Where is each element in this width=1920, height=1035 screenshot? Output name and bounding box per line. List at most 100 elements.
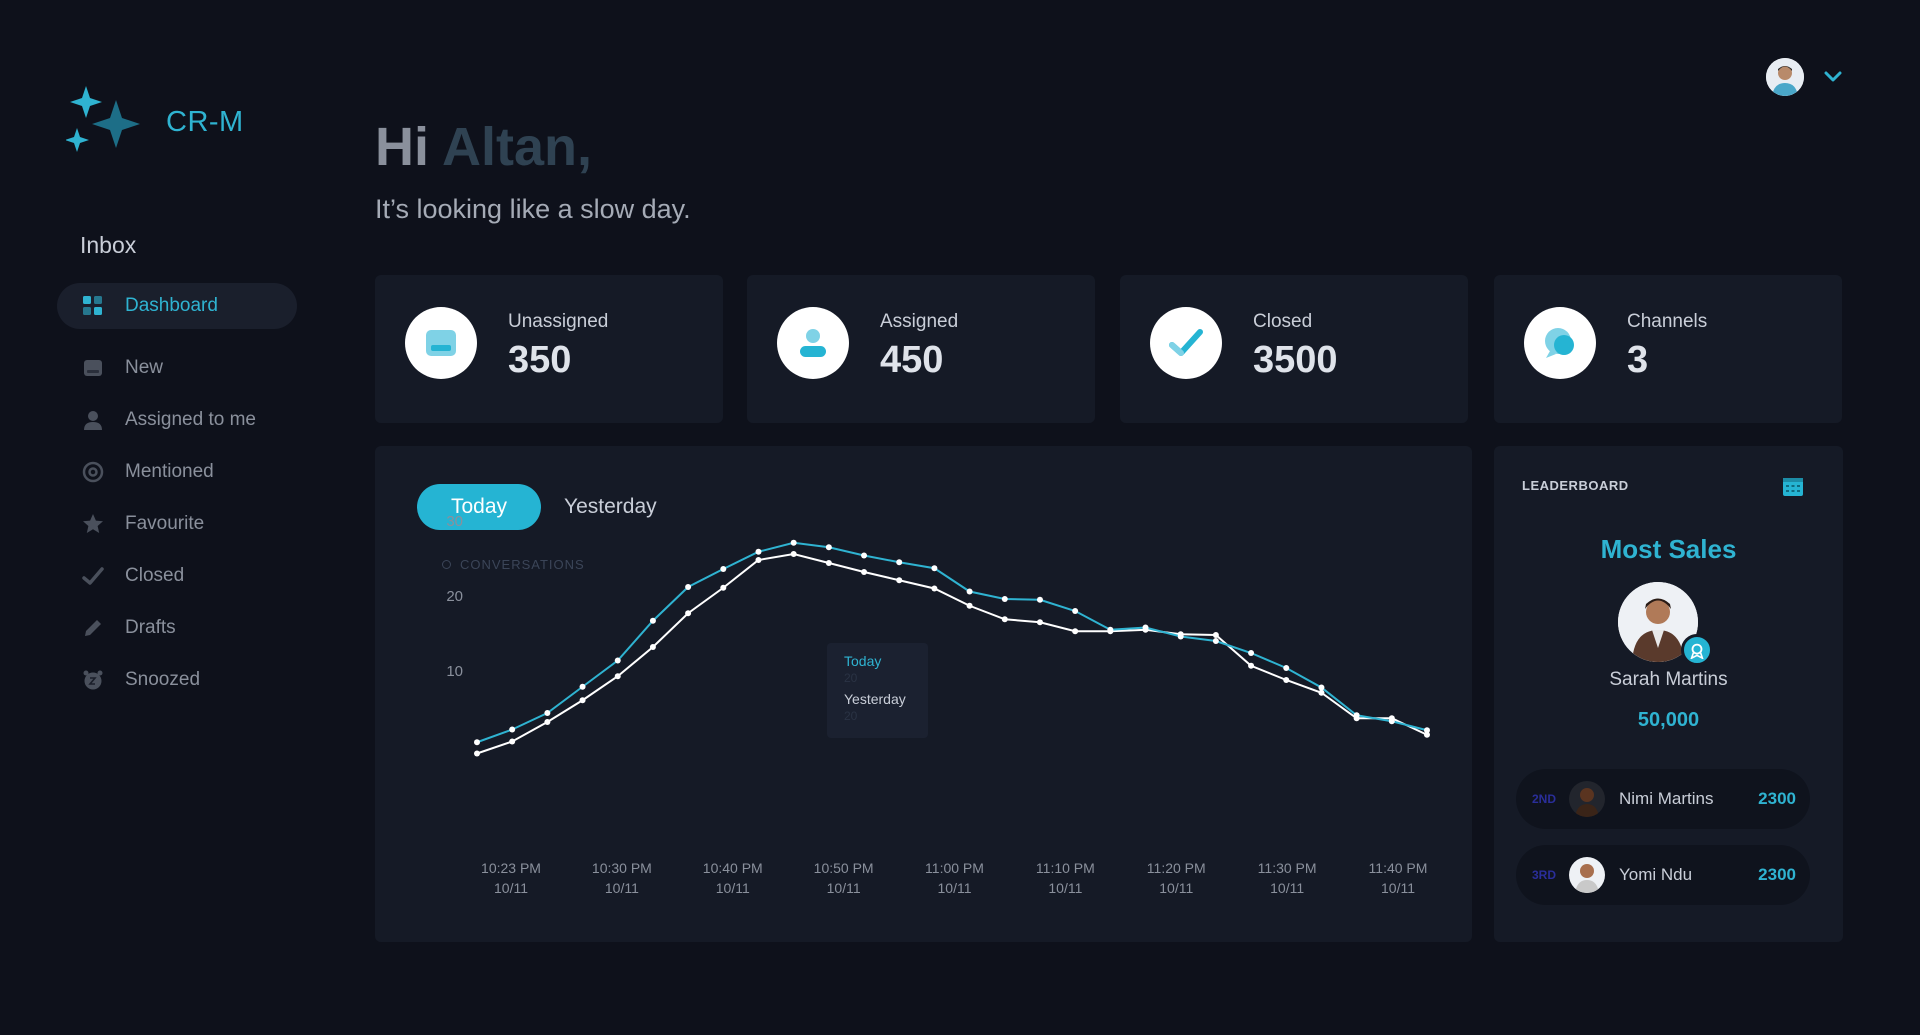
data-point-today[interactable]	[861, 552, 868, 559]
data-point-yesterday[interactable]	[1318, 689, 1325, 696]
conversations-line-chart[interactable]: 10 20 30 10:23 PM 10/11 10:30 PM 10/11 10:40 P…	[375, 446, 1472, 942]
data-point-today[interactable]	[1107, 626, 1114, 633]
sidebar-item-dashboard[interactable]: Dashboard	[57, 283, 297, 329]
sidebar-item-mentioned[interactable]: Mentioned	[57, 449, 297, 495]
sidebar-item-closed[interactable]: Closed	[57, 553, 297, 599]
data-point-yesterday[interactable]	[931, 585, 938, 592]
stat-value: 3	[1627, 339, 1649, 381]
stat-card-unassigned[interactable]: Unassigned 350	[375, 275, 723, 423]
data-point-today[interactable]	[931, 565, 938, 572]
greeting-user-name: Altan,	[442, 117, 593, 177]
sidebar-item-assigned-to-me[interactable]: Assigned to me	[57, 397, 297, 443]
sidebar-item-drafts[interactable]: Drafts	[57, 605, 297, 651]
x-tick-label: 10/11	[1270, 880, 1304, 896]
data-point-yesterday[interactable]	[966, 602, 973, 609]
stat-card-assigned[interactable]: Assigned 450	[747, 275, 1095, 423]
sidebar-item-favourite[interactable]: Favourite	[57, 501, 297, 547]
sidebar-item-label: Favourite	[125, 513, 205, 534]
data-point-today[interactable]	[474, 739, 480, 746]
calendar-icon[interactable]	[1782, 475, 1804, 497]
profile-menu[interactable]	[1766, 58, 1842, 96]
data-point-yesterday[interactable]	[861, 569, 868, 575]
data-point-yesterday[interactable]	[544, 719, 551, 725]
data-point-today[interactable]	[720, 566, 727, 572]
leaderboard-title: LEADERBOARD	[1522, 478, 1629, 493]
stat-label: Closed	[1253, 311, 1313, 332]
data-point-today[interactable]	[685, 584, 692, 590]
data-point-today[interactable]	[966, 588, 973, 595]
stat-card-channels[interactable]: Channels 3	[1494, 275, 1842, 423]
stat-card-closed[interactable]: Closed 3500	[1120, 275, 1468, 423]
data-point-yesterday[interactable]	[825, 560, 832, 566]
sidebar-item-label: Mentioned	[125, 461, 214, 482]
data-point-yesterday[interactable]	[1212, 632, 1219, 638]
user-icon	[777, 307, 849, 379]
brand-logo[interactable]: CR-M	[66, 86, 244, 158]
data-point-today[interactable]	[1424, 727, 1430, 734]
data-point-today[interactable]	[1036, 596, 1043, 603]
leaderboard-row[interactable]: 3RD Yomi Ndu 2300	[1516, 845, 1810, 905]
data-point-today[interactable]	[544, 710, 551, 716]
legend-label: CONVERSATIONS	[460, 557, 585, 572]
stat-value: 450	[880, 339, 944, 381]
data-point-today[interactable]	[614, 657, 621, 664]
sidebar-item-label: Closed	[125, 565, 185, 586]
sidebar-item-label: New	[125, 357, 164, 378]
data-point-today[interactable]	[1001, 596, 1008, 602]
data-point-yesterday[interactable]	[755, 557, 762, 563]
greeting-title: Hi Altan,	[375, 116, 592, 178]
data-point-yesterday[interactable]	[1001, 616, 1008, 623]
data-point-today[interactable]	[790, 539, 797, 546]
series-line-today	[476, 541, 1428, 744]
avatar	[1569, 781, 1605, 817]
pencil-icon	[81, 616, 105, 640]
data-point-yesterday[interactable]	[614, 673, 621, 680]
x-tick-label: 10/11	[938, 880, 972, 896]
data-point-yesterday[interactable]	[509, 738, 516, 745]
data-point-yesterday[interactable]	[720, 584, 727, 591]
chevron-down-icon[interactable]	[1824, 71, 1842, 83]
data-point-today[interactable]	[1318, 684, 1325, 691]
sidebar-item-label: Drafts	[125, 617, 176, 638]
conversations-chart-card: Today Yesterday CONVERSATIONS 10 20 30 10:…	[375, 446, 1472, 942]
leaderboard-row[interactable]: 2ND Nimi Martins 2300	[1516, 769, 1810, 829]
data-point-yesterday[interactable]	[1072, 628, 1079, 635]
data-point-today[interactable]	[1142, 624, 1149, 631]
data-point-yesterday[interactable]	[1248, 662, 1255, 669]
leaderboard-rank: 3RD	[1532, 868, 1557, 882]
data-point-today[interactable]	[1283, 665, 1290, 671]
data-point-yesterday[interactable]	[790, 551, 797, 557]
leaderboard-name: Yomi Ndu	[1619, 865, 1693, 884]
data-point-yesterday[interactable]	[1424, 731, 1430, 738]
x-tick-label: 11:10 PM	[1036, 860, 1095, 876]
tooltip-yesterday-label: Yesterday	[844, 691, 906, 707]
data-point-yesterday[interactable]	[1283, 677, 1290, 683]
data-point-today[interactable]	[509, 726, 516, 733]
data-point-yesterday[interactable]	[1036, 619, 1043, 626]
data-point-yesterday[interactable]	[649, 644, 656, 650]
data-point-today[interactable]	[649, 617, 656, 624]
data-point-today[interactable]	[825, 544, 832, 551]
avatar	[1569, 857, 1605, 893]
data-point-today[interactable]	[1353, 712, 1360, 719]
check-icon	[1150, 307, 1222, 379]
tab-yesterday[interactable]: Yesterday	[564, 495, 657, 518]
tooltip-today-value: 20	[844, 671, 858, 685]
data-point-yesterday[interactable]	[474, 750, 480, 757]
data-point-yesterday[interactable]	[579, 697, 586, 704]
data-point-today[interactable]	[755, 548, 762, 555]
data-point-today[interactable]	[1388, 718, 1395, 725]
tab-today[interactable]: Today	[417, 484, 541, 530]
data-point-yesterday[interactable]	[896, 577, 903, 584]
avatar[interactable]	[1618, 582, 1698, 662]
data-point-today[interactable]	[896, 559, 903, 566]
sidebar-item-snoozed[interactable]: Snoozed	[57, 657, 297, 703]
data-point-today[interactable]	[1212, 638, 1219, 644]
data-point-today[interactable]	[1072, 608, 1079, 614]
data-point-yesterday[interactable]	[685, 610, 692, 617]
data-point-today[interactable]	[579, 683, 586, 690]
avatar[interactable]	[1766, 58, 1804, 96]
data-point-today[interactable]	[1177, 633, 1184, 640]
data-point-today[interactable]	[1248, 650, 1255, 656]
sidebar-item-new[interactable]: New	[57, 345, 297, 391]
